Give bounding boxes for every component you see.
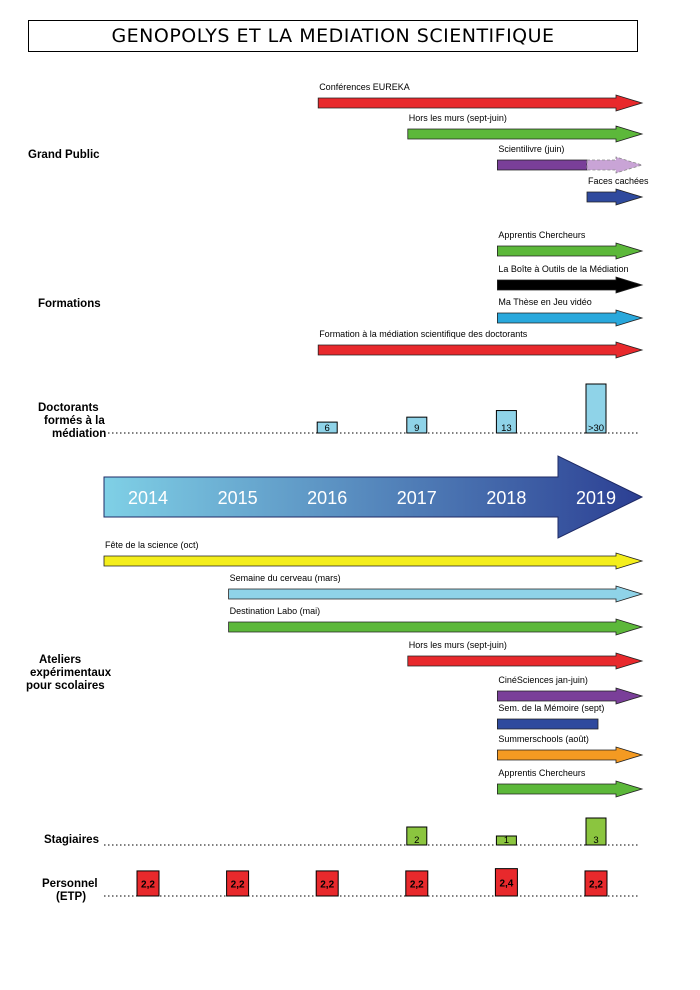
- timeline-arrow: [103, 455, 644, 539]
- personnel-bar-label: 2,4: [499, 878, 513, 889]
- doctorants-bar: [585, 383, 607, 434]
- year-label: 2019: [576, 488, 616, 508]
- hors-les-murs-gp-arrow: [407, 125, 644, 143]
- apprentis-chercheurs-a-arrow: [496, 780, 644, 798]
- personnel-bar-label: 2,2: [141, 879, 155, 890]
- personnel-bar: [584, 870, 608, 897]
- apprentis-chercheurs-a-label: Apprentis Chercheurs: [498, 768, 586, 778]
- stagiaires-bar-label: 3: [593, 835, 598, 846]
- scientilivre-arrow: [496, 159, 588, 171]
- doctorants-bar-label: 9: [414, 423, 419, 434]
- conferences-eureka-label: Conférences EUREKA: [319, 82, 410, 92]
- destination-labo-label: Destination Labo (mai): [230, 606, 321, 616]
- year-label: 2014: [128, 488, 168, 508]
- fete-science-arrow: [103, 552, 644, 570]
- personnel-bar: [226, 870, 250, 897]
- section-ateliers-line3: pour scolaires: [26, 680, 105, 692]
- personnel-bar: [494, 868, 518, 897]
- doctorants-bar: [406, 416, 428, 434]
- year-label: 2017: [397, 488, 437, 508]
- hors-les-murs-gp-label: Hors les murs (sept-juin): [409, 113, 507, 123]
- apprentis-chercheurs-f-label: Apprentis Chercheurs: [498, 230, 586, 240]
- sem-memoire-arrow: [496, 718, 599, 730]
- section-formations: Formations: [38, 298, 101, 310]
- doctorants-bar-label: 13: [501, 423, 512, 434]
- section-doctorants-line3: médiation: [52, 428, 106, 440]
- activity-arrows: Conférences EUREKA Hors les murs (sept-ju…: [103, 82, 649, 798]
- stagiaires-bar: [495, 835, 517, 846]
- doctorants-bar-label: >30: [588, 423, 604, 434]
- semaine-cerveau-arrow: [228, 585, 644, 603]
- hors-les-murs-at-label: Hors les murs (sept-juin): [409, 640, 507, 650]
- personnel-bar: [315, 870, 339, 897]
- doctorants-bar: [316, 421, 338, 434]
- personnel-bar-label: 2,2: [231, 879, 245, 890]
- section-grand-public: Grand Public: [28, 149, 100, 161]
- doctorants-bar: [495, 410, 517, 434]
- hors-les-murs-at-arrow: [407, 652, 644, 670]
- year-label: 2018: [486, 488, 526, 508]
- apprentis-chercheurs-f-arrow: [496, 242, 644, 260]
- year-label: 2015: [218, 488, 258, 508]
- title-box: GENOPOLYS ET LA MEDIATION SCIENTIFIQUE: [28, 20, 638, 52]
- personnel-bar-label: 2,2: [410, 879, 424, 890]
- formation-doctorants-arrow: [317, 341, 644, 359]
- section-ateliers-line1: Ateliers: [39, 654, 81, 666]
- section-personnel-line2: (ETP): [56, 891, 86, 903]
- personnel-bar-label: 2,2: [320, 879, 334, 890]
- summerschools-label: Summerschools (août): [498, 734, 589, 744]
- personnel-bar: [136, 870, 160, 897]
- destination-labo-arrow: [228, 618, 644, 636]
- personnel-bar: [405, 870, 429, 897]
- sem-memoire-label: Sem. de la Mémoire (sept): [498, 703, 604, 713]
- section-personnel-line1: Personnel: [42, 878, 98, 890]
- cinesciences-label: CinéSciences jan-juin): [498, 675, 588, 685]
- cinesciences-arrow: [496, 687, 644, 705]
- scientilivre-arrow-extension: [586, 156, 644, 174]
- stagiaires-bar: [406, 826, 428, 846]
- fete-science-label: Fête de la science (oct): [105, 540, 199, 550]
- scientilivre-label: Scientilivre (juin): [498, 144, 564, 154]
- section-doctorants-line2: formés à la: [44, 415, 105, 427]
- boite-a-outils-arrow: [496, 276, 644, 294]
- section-stagiaires: Stagiaires: [44, 834, 99, 846]
- summerschools-arrow: [496, 746, 644, 764]
- page-title: GENOPOLYS ET LA MEDIATION SCIENTIFIQUE: [111, 25, 555, 47]
- stagiaires-bar-label: 2: [414, 835, 419, 846]
- faces-cachees-label: Faces cachées: [588, 176, 649, 186]
- conferences-eureka-arrow: [317, 94, 644, 112]
- ma-these-label: Ma Thèse en Jeu vidéo: [498, 297, 591, 307]
- ma-these-arrow: [496, 309, 644, 327]
- year-label: 2016: [307, 488, 347, 508]
- faces-cachees-arrow: [586, 188, 644, 206]
- boite-a-outils-label: La Boîte à Outils de la Médiation: [498, 264, 628, 274]
- personnel-bar-label: 2,2: [589, 879, 603, 890]
- section-ateliers-line2: expérimentaux: [30, 667, 112, 679]
- section-doctorants-line1: Doctorants: [38, 402, 99, 414]
- formation-doctorants-label: Formation à la médiation scientifique de…: [319, 329, 528, 339]
- stagiaires-bar: [585, 817, 607, 846]
- bar-charts: 6 9 13 >302 1 32,2 2,2 2,2 2,2 2,4 2,2: [136, 383, 608, 897]
- stagiaires-bar-label: 1: [504, 835, 509, 846]
- doctorants-bar-label: 6: [325, 423, 330, 434]
- timeline-years: 2014 2015 2016 2017 2018 2019: [128, 488, 616, 508]
- semaine-cerveau-label: Semaine du cerveau (mars): [230, 573, 341, 583]
